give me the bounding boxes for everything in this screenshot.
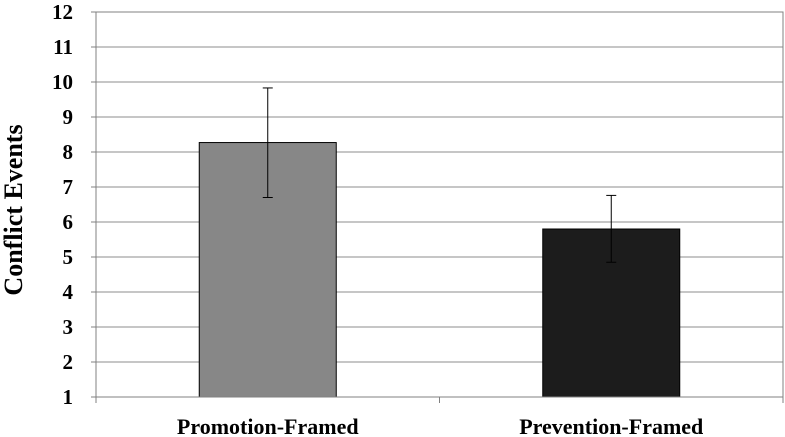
y-axis-title: Conflict Events [0,124,28,295]
x-category-label: Prevention-Framed [519,414,703,437]
axes [95,11,784,403]
y-tick-label: 11 [53,35,73,59]
y-tick-label: 4 [63,280,74,304]
y-tick-label: 8 [63,140,74,164]
x-axis-labels: Promotion-Framed Prevention-Framed [177,414,703,437]
y-tick-label: 2 [63,350,74,374]
error-bars [262,87,617,263]
bars [198,142,681,398]
y-tick-label: 5 [63,245,74,269]
y-tick-label: 10 [52,70,73,94]
y-tick-label: 7 [63,175,74,199]
x-category-label: Promotion-Framed [177,414,359,437]
y-tick-label: 6 [63,210,74,234]
y-tick-label: 3 [63,315,74,339]
y-tick-label: 9 [63,105,74,129]
y-tick-label: 1 [63,385,74,409]
y-tick-label: 12 [52,0,73,24]
